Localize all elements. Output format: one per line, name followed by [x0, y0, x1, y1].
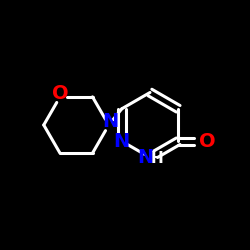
Text: O: O	[198, 132, 215, 151]
Text: N: N	[103, 112, 119, 131]
Text: N: N	[138, 148, 154, 167]
Text: N: N	[114, 132, 130, 151]
Text: H: H	[151, 151, 164, 166]
Text: O: O	[52, 84, 68, 103]
